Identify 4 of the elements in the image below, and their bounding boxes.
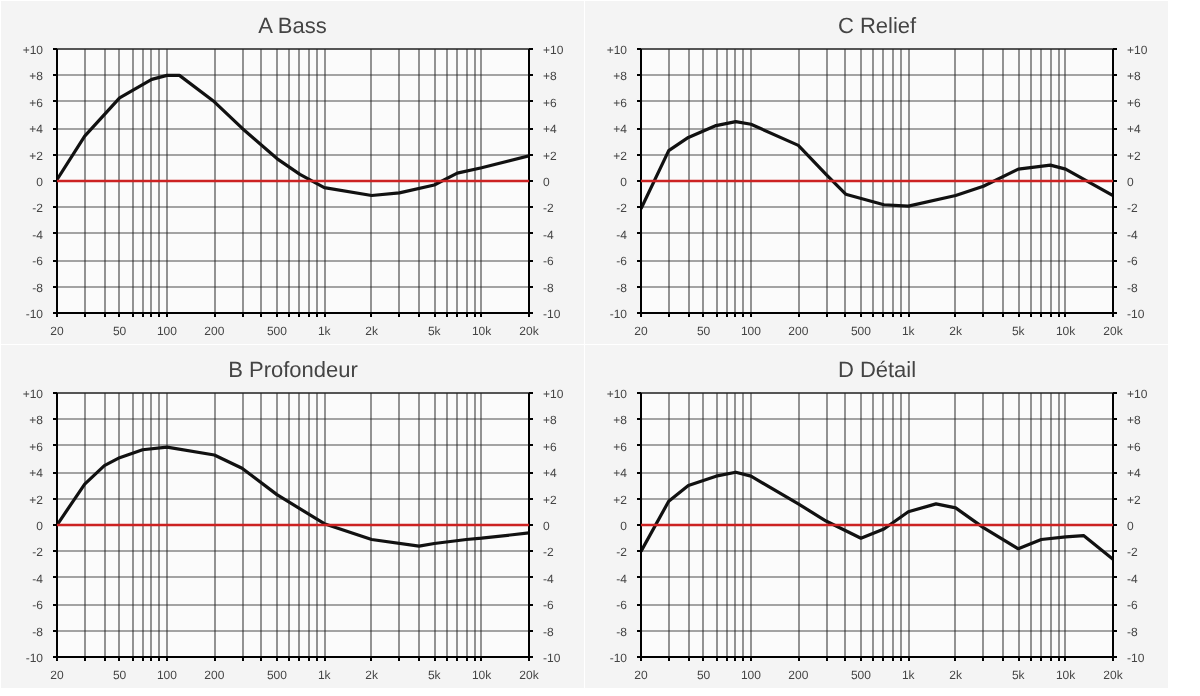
chart-title: A Bass [258, 15, 328, 39]
chart-title: D Détail [837, 359, 917, 383]
chart-title: B Profondeur [228, 359, 359, 383]
chart-title: C Relief [837, 15, 919, 39]
